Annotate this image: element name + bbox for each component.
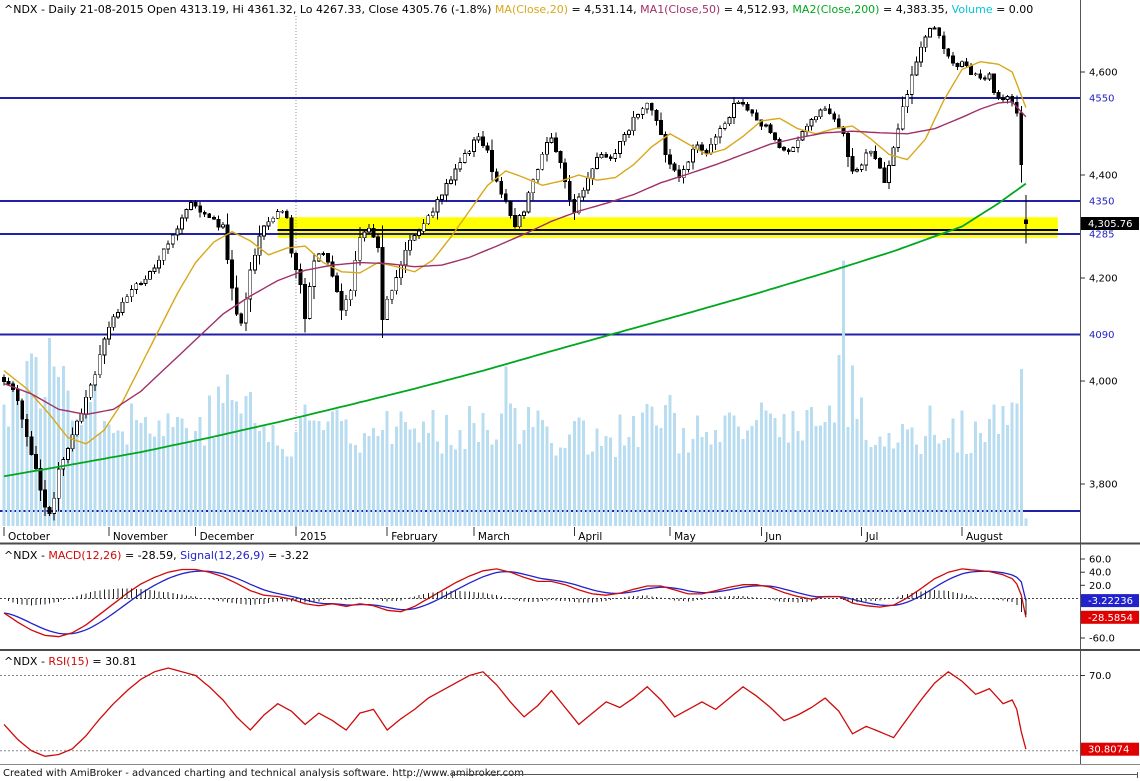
last-price-label: 4,305.76 <box>1088 219 1133 230</box>
macd-axis[interactable]: 60.0 40.0 20.0 -60.0 -3.22236 -28.5854 <box>1080 555 1139 645</box>
macd-plot-area[interactable] <box>0 545 1080 649</box>
rsi-plot-area[interactable] <box>0 651 1080 762</box>
month-label: 2015 <box>300 531 327 543</box>
macd-tick-label: 20.0 <box>1089 581 1111 592</box>
level-label: 4090 <box>1089 330 1114 341</box>
macd-histogram <box>8 588 1027 616</box>
macd-tick-label: 60.0 <box>1089 555 1111 566</box>
indicator-value-label: -28.5854 <box>1088 613 1133 624</box>
month-label: Jun <box>764 531 781 543</box>
indicator-value-box <box>1081 594 1139 608</box>
macd-panel-plot <box>0 568 1080 638</box>
month-label: November <box>113 531 168 543</box>
support-zone-highlight <box>277 217 1058 238</box>
level-label: 4550 <box>1089 93 1114 104</box>
month-label: May <box>674 531 696 543</box>
price-tick-label: 4,000 <box>1089 377 1118 388</box>
ma-line-50 <box>3 101 1027 416</box>
month-label: April <box>578 531 602 543</box>
support-resistance-lines <box>0 96 1080 512</box>
ma-line-200 <box>3 182 1027 478</box>
month-label: February <box>391 531 438 543</box>
indicator-value-box <box>1081 742 1139 756</box>
price-axis[interactable]: 4,600 4,400 4,200 4,000 3,800 4550 4350 4285 409… <box>1080 0 1139 764</box>
last-price-box <box>1081 217 1139 230</box>
level-label: 4350 <box>1089 196 1114 207</box>
rsi-axis[interactable]: 70.0 30.8074 <box>1080 671 1139 756</box>
month-label: December <box>200 531 255 543</box>
chart-canvas[interactable]: 4,600 4,400 4,200 4,000 3,800 4550 4350 4285 409… <box>0 0 1140 764</box>
chart-background <box>0 0 1140 764</box>
signal-line <box>3 570 1027 635</box>
price-tick-label: 4,600 <box>1089 68 1118 79</box>
price-tick-label: 3,800 <box>1089 480 1118 491</box>
price-plot-area[interactable] <box>0 0 1080 543</box>
month-label: March <box>478 531 510 543</box>
rsi-tick-label: 70.0 <box>1089 671 1111 682</box>
ma-line-20 <box>3 60 1027 445</box>
indicator-value-label: 30.8074 <box>1088 745 1129 756</box>
bottom-scrollbar[interactable] <box>452 772 1138 778</box>
macd-line <box>3 568 1027 638</box>
level-label: 4285 <box>1089 230 1114 241</box>
price-tick-label: 4,400 <box>1089 171 1118 182</box>
month-label: August <box>966 531 1003 543</box>
status-bar: Created with AmiBroker - advanced charti… <box>0 764 1140 781</box>
month-axis[interactable]: October November December 2015 February March… <box>3 527 1003 543</box>
macd-tick-label: 40.0 <box>1089 568 1111 579</box>
footer-credit-text: Created with AmiBroker - advanced charti… <box>3 768 525 779</box>
rsi-panel-plot <box>0 667 1080 757</box>
month-label: October <box>8 531 51 543</box>
macd-tick-label: -60.0 <box>1089 634 1115 645</box>
month-label: Jul <box>865 531 879 543</box>
indicator-value-label: -3.22236 <box>1088 596 1133 607</box>
indicator-value-box <box>1081 610 1139 624</box>
candlesticks <box>2 26 1028 521</box>
rsi-line <box>3 667 1027 757</box>
moving-average-lines <box>3 60 1027 478</box>
price-tick-label: 4,200 <box>1089 274 1118 285</box>
